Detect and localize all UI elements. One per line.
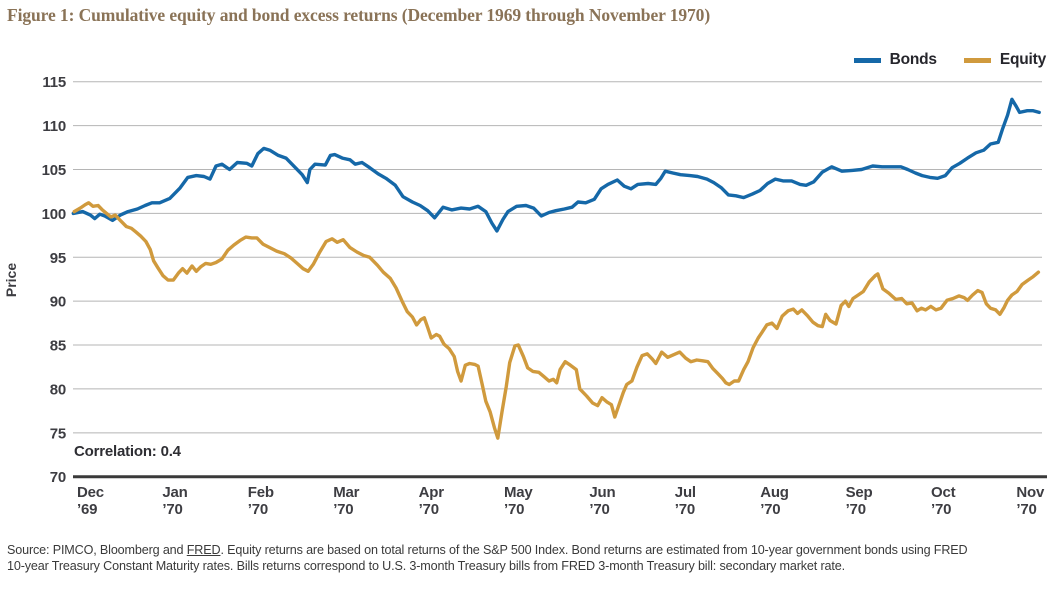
y-tick-label: 85 [50, 338, 66, 355]
x-tick-month: Nov [1016, 484, 1045, 501]
x-tick-year: ’70 [419, 501, 439, 518]
x-tick-month: Aug [760, 484, 789, 501]
source-note-text: Source: PIMCO, Bloomberg and [7, 543, 187, 557]
chart-legend: Bonds Equity [853, 51, 1046, 69]
x-tick-month: Apr [419, 484, 445, 501]
x-tick-year: ’70 [333, 501, 353, 518]
fred-link[interactable]: FRED [186, 543, 221, 557]
legend-item-equity: Equity [963, 51, 1046, 69]
legend-label-bonds: Bonds [889, 51, 937, 68]
correlation-annotation: Correlation: 0.4 [74, 443, 181, 460]
x-tick-month: Oct [931, 484, 956, 501]
source-note: Source: PIMCO, Bloomberg and FRED. Equit… [7, 542, 1052, 575]
x-tick-month: Mar [333, 484, 359, 501]
x-tick-year: ’69 [77, 501, 97, 518]
bonds-line [71, 97, 1041, 233]
x-tick-year: ’70 [931, 501, 951, 518]
source-note-text: . Equity returns are based on total retu… [220, 543, 968, 557]
y-tick-label: 70 [50, 469, 66, 486]
legend-label-equity: Equity [999, 51, 1046, 68]
figure-title: Figure 1: Cumulative equity and bond exc… [7, 5, 711, 25]
line-chart: 707580859095100105110115Dec’69Jan’70Feb’… [3, 74, 1047, 518]
x-tick-year: ’70 [1016, 501, 1036, 518]
equity-line [72, 201, 1041, 440]
y-tick-label: 80 [50, 381, 66, 398]
x-tick-year: ’70 [248, 501, 268, 518]
x-tick-year: ’70 [760, 501, 780, 518]
y-axis-title: Price [3, 263, 19, 297]
x-tick-year: ’70 [504, 501, 524, 518]
legend-item-bonds: Bonds [853, 51, 937, 69]
x-tick-month: Dec [77, 484, 104, 501]
y-tick-label: 95 [50, 250, 66, 267]
x-tick-month: Jun [589, 484, 615, 501]
x-tick-month: May [504, 484, 533, 501]
y-tick-label: 110 [42, 118, 66, 135]
y-tick-label: 90 [50, 294, 66, 311]
equity-line-marker-icon [963, 57, 991, 63]
bonds-line-marker-icon [853, 57, 881, 63]
y-tick-label: 75 [50, 425, 66, 442]
y-tick-label: 115 [42, 74, 66, 91]
x-tick-month: Sep [846, 484, 873, 501]
x-tick-month: Jul [675, 484, 696, 501]
x-tick-month: Feb [248, 484, 274, 501]
x-tick-month: Jan [162, 484, 187, 501]
source-note-text-line2: 10-year Treasury Constant Maturity rates… [7, 559, 845, 574]
y-tick-label: 100 [42, 206, 66, 223]
x-tick-year: ’70 [675, 501, 695, 518]
y-tick-label: 105 [42, 162, 66, 179]
x-tick-year: ’70 [589, 501, 609, 518]
x-tick-year: ’70 [162, 501, 182, 518]
x-tick-year: ’70 [846, 501, 866, 518]
